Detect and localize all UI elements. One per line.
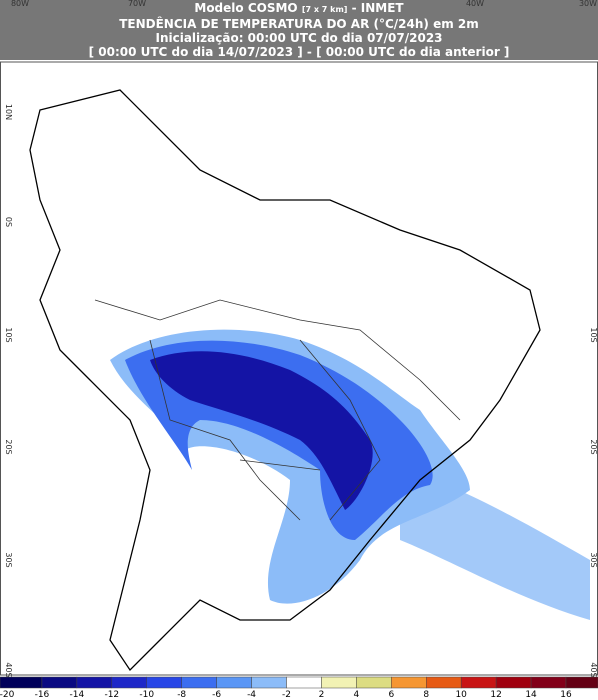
- colorbar-label: 6: [388, 690, 394, 700]
- lat-label: 40S: [4, 662, 13, 677]
- title-line: Modelo COSMO [7 x 7 km] - INMET: [0, 1, 598, 17]
- lon-label: 80W: [11, 0, 29, 8]
- lon-label: 40W: [466, 0, 484, 8]
- colorbar-label: 10: [455, 690, 467, 700]
- colorbar-label: 16: [560, 690, 572, 700]
- lat-label: 10S: [589, 327, 598, 342]
- title: Modelo COSMO: [194, 1, 298, 15]
- lat-label: 30S: [589, 552, 598, 567]
- colorbar-swatch: [356, 676, 392, 689]
- colorbar-swatch: [41, 676, 78, 689]
- colorbar-label: 4: [354, 690, 360, 700]
- colorbar-swatch: [76, 676, 113, 689]
- colorbar-label: -14: [70, 690, 85, 700]
- colorbar-swatch: [495, 676, 532, 689]
- colorbar-swatch: [391, 676, 427, 689]
- coastline: [29, 89, 541, 672]
- colorbar-label: -4: [247, 690, 256, 700]
- colorbar-label: -12: [104, 690, 119, 700]
- lat-label: 20S: [4, 439, 13, 454]
- colorbar-swatch: [181, 676, 217, 689]
- lon-label: 70W: [128, 0, 146, 8]
- colorbar-label: 12: [490, 690, 501, 700]
- colorbar-swatch: [286, 676, 322, 689]
- lat-label: 10N: [4, 104, 13, 120]
- colorbar-swatch: [426, 676, 462, 689]
- lat-label: 0S: [4, 217, 13, 227]
- header: Modelo COSMO [7 x 7 km] - INMET TENDÊNCI…: [0, 0, 598, 60]
- colorbar-label: -6: [212, 690, 221, 700]
- cooling-ocean: [400, 470, 590, 620]
- init-time: Inicialização: 00:00 UTC do dia 07/07/20…: [155, 31, 443, 45]
- colorbar-swatch: [251, 676, 287, 689]
- colorbar-label: -16: [35, 690, 50, 700]
- lat-label: 40S: [589, 662, 598, 677]
- colorbar-swatch: [216, 676, 252, 689]
- colorbar-label: -2: [282, 690, 291, 700]
- resolution: [7 x 7 km]: [301, 5, 348, 14]
- colorbar-swatch: [565, 676, 598, 689]
- colorbar-label: 8: [423, 690, 429, 700]
- colorbar-swatch: [321, 676, 357, 689]
- lon-label: 30W: [579, 0, 597, 8]
- colorbar-label: -8: [177, 690, 186, 700]
- colorbar-swatch: [460, 676, 497, 689]
- colorbar-swatch: [146, 676, 182, 689]
- title-suffix: - INMET: [351, 1, 404, 15]
- colorbar-label: -10: [139, 690, 154, 700]
- lat-label: 30S: [4, 552, 13, 567]
- cooling-strong: [150, 351, 373, 510]
- colorbar-swatch: [0, 676, 43, 689]
- colorbar-label: 2: [319, 690, 325, 700]
- colorbar-label: 14: [525, 690, 537, 700]
- lat-label: 10S: [4, 327, 13, 342]
- borders: [94, 299, 461, 521]
- colorbar-swatch: [111, 676, 147, 689]
- colorbar-swatch: [530, 676, 567, 689]
- lat-label: 20S: [589, 439, 598, 454]
- subtitle: TENDÊNCIA DE TEMPERATURA DO AR (°C/24h) …: [119, 17, 479, 31]
- colorbar-label: -20: [0, 690, 15, 700]
- valid-time: [ 00:00 UTC do dia 14/07/2023 ] - [ 00:0…: [88, 45, 510, 59]
